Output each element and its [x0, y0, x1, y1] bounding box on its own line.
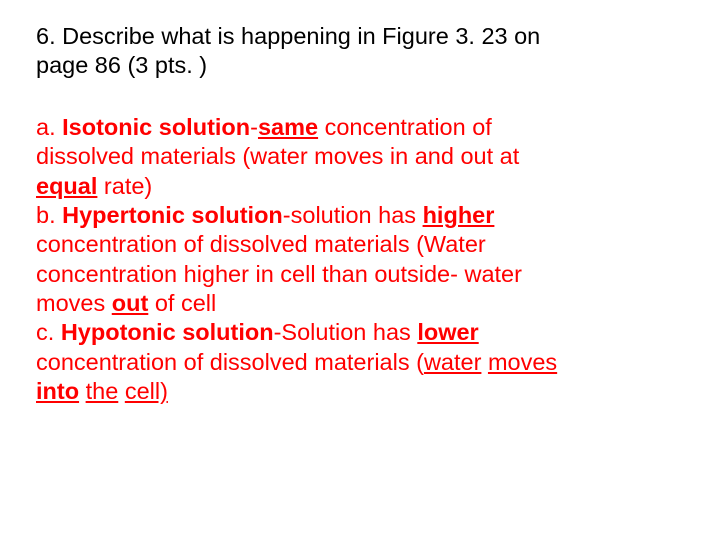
- question-text-line1: 6. Describe what is happening in Figure …: [36, 23, 540, 49]
- item-a-mid1: concentration of: [318, 114, 492, 140]
- item-a-key2: equal: [36, 173, 97, 199]
- item-b-line3: concentration higher in cell than outsid…: [36, 261, 522, 287]
- item-a-line2: dissolved materials (water moves in and …: [36, 143, 519, 169]
- item-c-prefix: c.: [36, 319, 61, 345]
- item-b-key2: out: [112, 290, 149, 316]
- item-c-key1: lower: [417, 319, 478, 345]
- item-a-prefix: a.: [36, 114, 62, 140]
- item-c-key3: moves: [488, 349, 557, 375]
- item-b-line2: concentration of dissolved materials (Wa…: [36, 231, 486, 257]
- item-b-line4b: of cell: [148, 290, 216, 316]
- item-a-key1: same: [258, 114, 318, 140]
- item-c-key2: water: [424, 349, 481, 375]
- item-b-term: Hypertonic solution: [62, 202, 283, 228]
- slide: 6. Describe what is happening in Figure …: [0, 0, 720, 540]
- item-c-term: Hypotonic solution: [61, 319, 274, 345]
- item-c-line2a: concentration of dissolved materials (: [36, 349, 424, 375]
- item-c-key4: into: [36, 378, 79, 404]
- item-c-dash-mid: -Solution has: [274, 319, 418, 345]
- item-b-dash-mid: -solution has: [283, 202, 423, 228]
- answers-block: a. Isotonic solution-same concentration …: [36, 113, 684, 407]
- item-a-term: Isotonic solution: [62, 114, 250, 140]
- item-a-end: rate): [97, 173, 152, 199]
- item-b-line4a: moves: [36, 290, 112, 316]
- item-c-key5: the: [86, 378, 119, 404]
- question-block: 6. Describe what is happening in Figure …: [36, 22, 684, 81]
- item-a-dash: -: [250, 114, 258, 140]
- question-text-line2: page 86 (3 pts. ): [36, 52, 207, 78]
- item-c-key6: cell): [125, 378, 168, 404]
- item-b-prefix: b.: [36, 202, 62, 228]
- item-b-key1: higher: [423, 202, 495, 228]
